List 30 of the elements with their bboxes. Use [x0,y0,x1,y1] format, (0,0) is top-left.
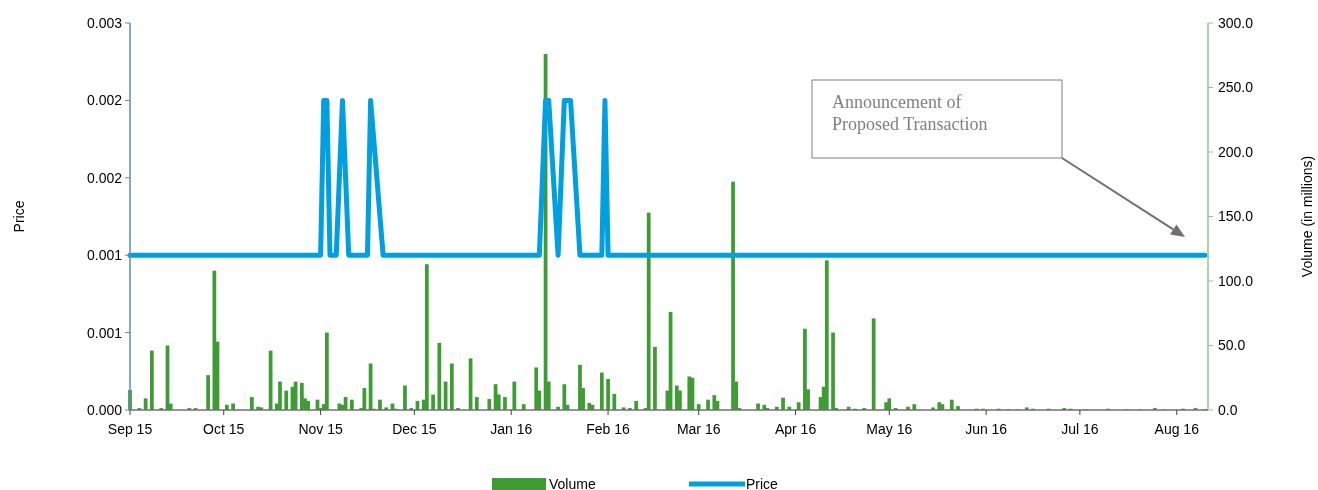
y-tick-label: 0.003 [86,14,123,31]
x-tick-label: Jan 16 [490,421,533,437]
y2-tick-label: 50.0 [1218,337,1246,354]
y-tick-label: 0.001 [86,324,123,341]
legend-label: Price [746,475,779,490]
x-tick-label: May 16 [866,421,913,437]
x-tick-label: Nov 15 [298,421,343,437]
y-axis-title: Price [11,200,27,233]
x-tick-label: Jul 16 [1061,421,1099,437]
y-tick-label: 0.002 [86,92,123,109]
y2-tick-label: 250.0 [1218,79,1254,96]
x-tick-label: Dec 15 [392,421,437,437]
x-tick-label: Jun 16 [965,421,1008,437]
y2-axis-title: Volume (in millions) [1299,155,1315,278]
y2-tick-label: 150.0 [1218,208,1254,225]
annotation: Announcement of Proposed Transaction [832,92,988,134]
x-tick-label: Feb 16 [586,421,631,437]
y-tick-label: 0.000 [86,401,123,418]
x-tick-label: Oct 15 [203,421,245,437]
x-tick-label: Aug 16 [1154,421,1200,437]
x-tick-label: Mar 16 [676,421,721,437]
y-tick-label: 0.001 [86,247,123,264]
y2-tick-label: 0.0 [1218,401,1238,418]
x-tick-label: Sep 15 [107,421,153,437]
legend-label: Volume [549,475,596,490]
y2-tick-label: 200.0 [1218,143,1254,160]
y-tick-label: 0.002 [86,169,123,186]
y2-tick-label: 100.0 [1218,272,1254,289]
y2-tick-label: 300.0 [1218,14,1254,31]
x-tick-label: Apr 16 [774,421,817,437]
